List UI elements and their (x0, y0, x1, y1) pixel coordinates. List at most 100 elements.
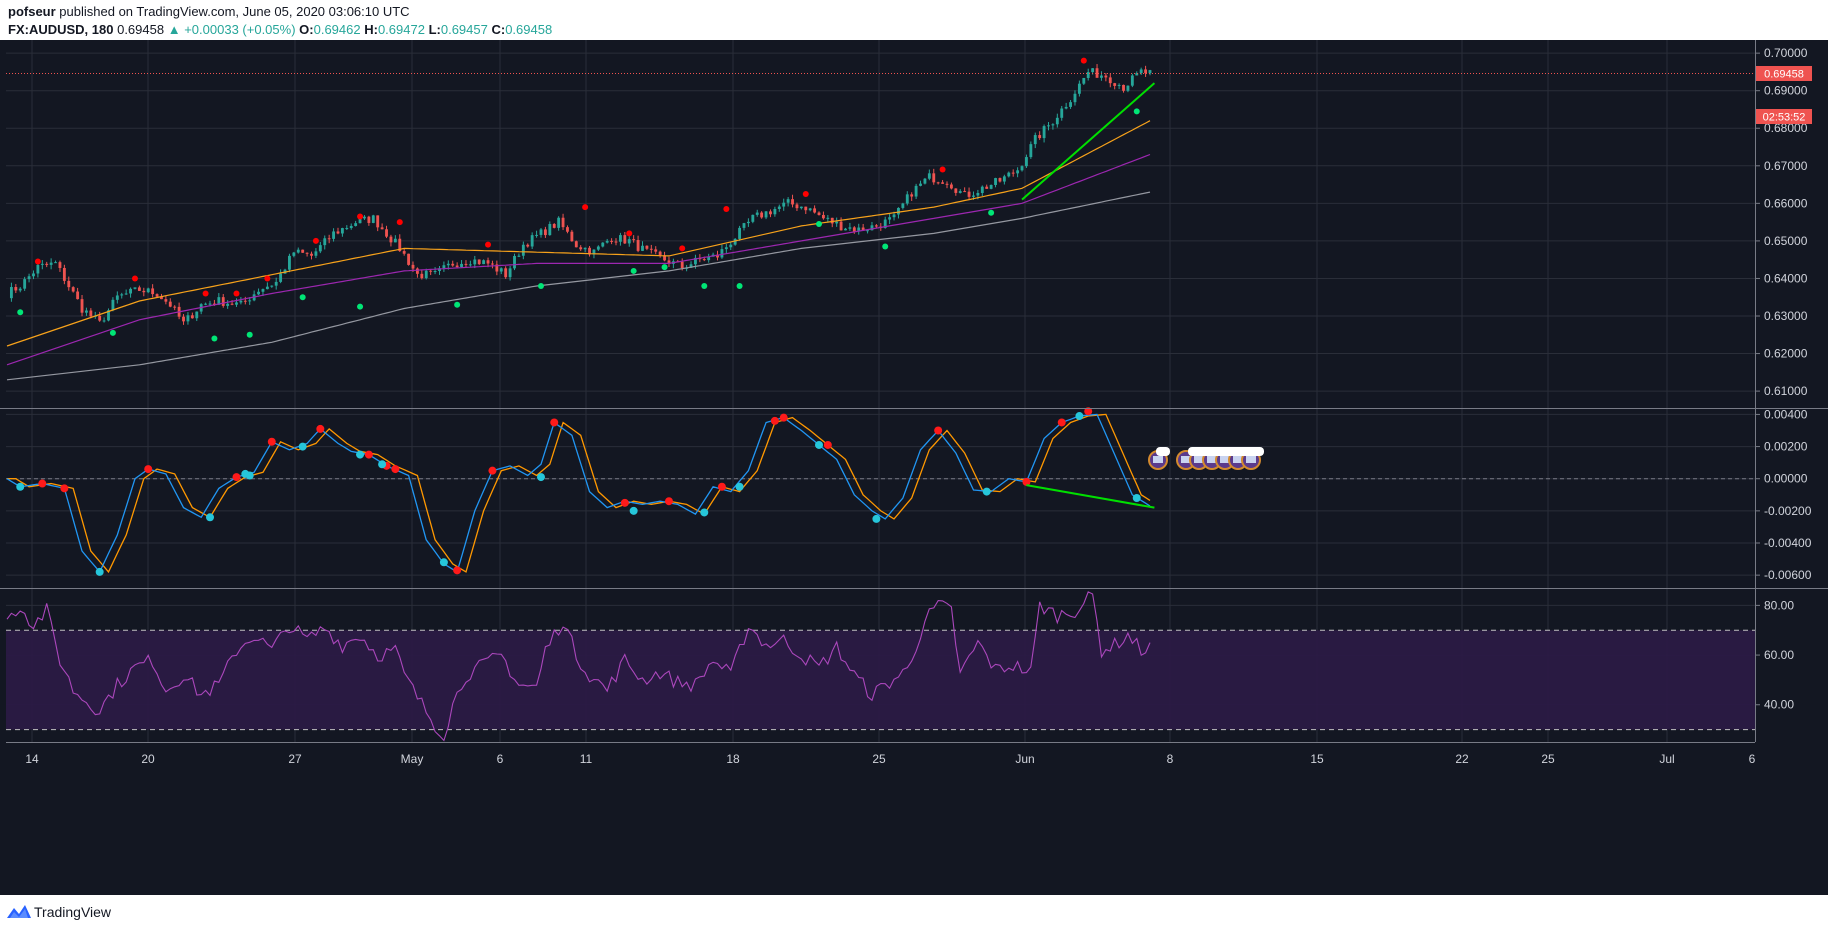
candle-body (151, 288, 154, 294)
chart-area[interactable]: 0.70000 0.69000 0.68000 0.67000 0.66000 0.650… (0, 40, 1828, 895)
candle-body (954, 188, 957, 192)
candle-body (924, 179, 927, 184)
candle-body (1118, 85, 1121, 86)
fractal-low-dot (662, 264, 668, 270)
candle-body (566, 227, 569, 232)
candle-body (345, 228, 348, 229)
candle-body (650, 249, 653, 250)
time-tick-label: May (401, 752, 424, 766)
candle-body (270, 286, 273, 287)
candle-body (654, 249, 657, 251)
candle-body (645, 246, 648, 249)
price-tick-label: 0.65000 (1764, 234, 1808, 248)
candle-body (1016, 170, 1019, 173)
time-tick-label: 8 (1167, 752, 1174, 766)
candle-body (531, 235, 534, 246)
candle-body (800, 207, 803, 208)
fractal-high-dot (679, 245, 685, 251)
low-label: L: (429, 22, 441, 37)
time-tick-label: 20 (141, 752, 155, 766)
candle-body (204, 304, 207, 305)
fractal-low-dot (988, 210, 994, 216)
candle-body (822, 215, 825, 218)
fractal-low-dot (538, 283, 544, 289)
candle-body (425, 271, 428, 278)
macd-blue-dot (378, 460, 386, 468)
time-tick-label: 15 (1310, 752, 1324, 766)
fractal-high-dot (35, 259, 41, 265)
candle-body (89, 311, 92, 317)
time-tick-label: 14 (25, 752, 39, 766)
candle-body (354, 223, 357, 226)
candle-body (381, 227, 384, 229)
candle-body (416, 269, 419, 274)
countdown-tag-text: 02:53:52 (1763, 112, 1806, 124)
candle-body (1060, 109, 1063, 118)
candle-body (54, 262, 57, 263)
time-tick-label: 27 (288, 752, 302, 766)
candle-body (394, 239, 397, 243)
time-tick-label: Jul (1659, 752, 1674, 766)
candle-body (769, 211, 772, 214)
candle-body (760, 213, 763, 218)
tradingview-brand[interactable]: TradingView (34, 904, 111, 920)
candle-body (725, 247, 728, 249)
macd-red-dot (268, 438, 276, 446)
candle-body (297, 250, 300, 253)
candle-body (999, 178, 1002, 181)
candle-body (420, 274, 423, 278)
chart-header: pofseur published on TradingView.com, Ju… (0, 0, 1828, 40)
candle-body (19, 289, 22, 291)
candle-body (535, 235, 538, 236)
time-tick-label: Jun (1015, 752, 1034, 766)
fractal-low-dot (247, 332, 253, 338)
macd-blue-dot (96, 568, 104, 576)
candle-body (63, 268, 66, 281)
candle-body (835, 222, 838, 224)
macd-red-dot (60, 484, 68, 492)
candle-body (840, 222, 843, 231)
candle-body (619, 235, 622, 242)
candle-body (637, 240, 640, 251)
candle-body (248, 300, 251, 301)
candle-body (191, 315, 194, 318)
candle-body (235, 302, 238, 304)
candle-body (601, 243, 604, 247)
candle-body (976, 193, 979, 196)
candle-body (720, 249, 723, 257)
candle-body (275, 282, 278, 286)
candle-body (164, 299, 167, 302)
macd-tick-label: -0.00200 (1764, 504, 1812, 518)
candle-body (138, 287, 141, 291)
candle-body (809, 208, 812, 210)
high-value: 0.69472 (378, 22, 425, 37)
candle-body (288, 256, 291, 270)
candle-body (244, 301, 247, 302)
candle-body (72, 287, 75, 291)
fractal-high-dot (233, 290, 239, 296)
fractal-low-dot (211, 336, 217, 342)
candle-body (1056, 118, 1059, 124)
fractal-low-dot (882, 244, 888, 250)
candle-body (787, 199, 790, 203)
author-name[interactable]: pofseur (8, 4, 56, 19)
candle-body (1003, 176, 1006, 181)
candle-body (337, 231, 340, 233)
price-tick-label: 0.62000 (1764, 347, 1808, 361)
open-value: 0.69462 (314, 22, 361, 37)
symbol-name[interactable]: FX:AUDUSD, 180 (8, 22, 113, 37)
candle-body (641, 246, 644, 251)
fractal-low-dot (737, 283, 743, 289)
tradingview-logo-icon[interactable] (6, 901, 32, 921)
candle-body (553, 224, 556, 228)
candle-body (901, 204, 904, 208)
macd-tick-label: 0.00200 (1764, 440, 1808, 454)
candle-body (875, 225, 878, 226)
macd-blue-dot (206, 513, 214, 521)
candle-body (173, 307, 176, 308)
fractal-high-dot (582, 204, 588, 210)
candle-body (751, 215, 754, 222)
candle-body (1043, 126, 1046, 138)
candle-body (85, 311, 88, 313)
candle-body (623, 235, 626, 243)
